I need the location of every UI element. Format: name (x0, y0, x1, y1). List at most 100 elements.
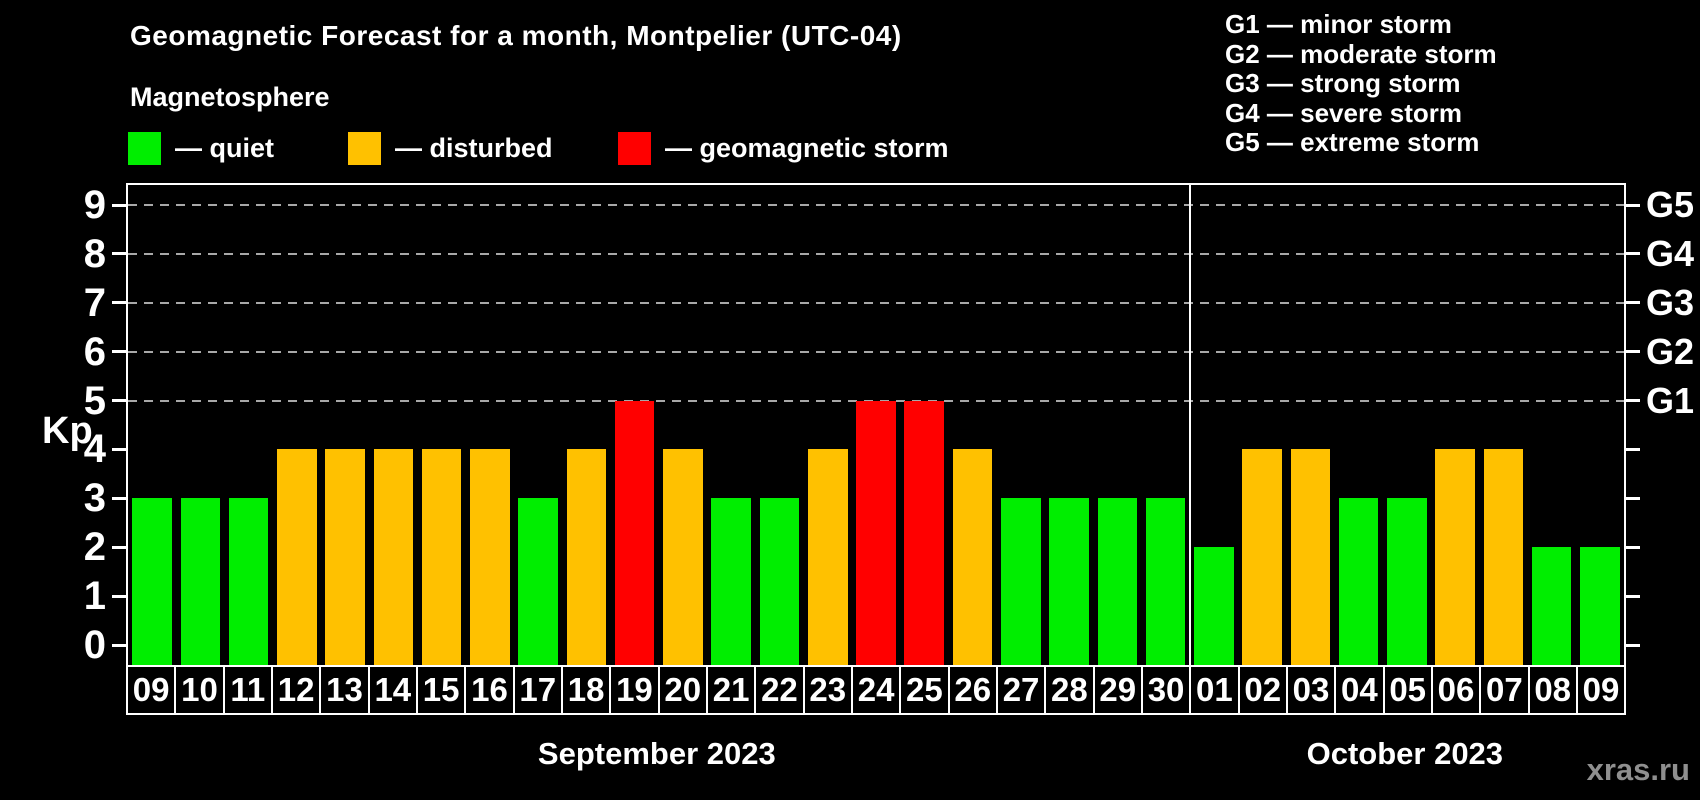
day-cell: 26 (947, 665, 998, 715)
day-cell: 10 (174, 665, 225, 715)
day-cell: 28 (1044, 665, 1095, 715)
day-cell: 11 (222, 665, 273, 715)
gridline-kp7 (128, 301, 1624, 304)
kp-bar-day-12 (277, 449, 317, 665)
legend-item-storm: — geomagnetic storm (618, 131, 949, 165)
g5-legend-line: G5 — extreme storm (1225, 127, 1480, 157)
day-cell: 23 (802, 665, 853, 715)
kp-bar-day-09 (132, 498, 172, 665)
day-cell: 13 (319, 665, 370, 715)
g2-legend-line: G2 — moderate storm (1225, 38, 1497, 69)
right-axis-tick (1626, 301, 1640, 305)
kp-bar-day-29 (1097, 498, 1138, 665)
right-axis-tick (1626, 545, 1640, 549)
day-cell: 20 (657, 665, 708, 715)
y-axis-tick (112, 350, 126, 354)
day-cell: 07 (1479, 665, 1530, 715)
kp-bar-day-11 (228, 498, 269, 665)
day-axis-row: 09 10 11 12 13 14 15 16 17 18 19 20 21 22 23 24 25 26 27 28… (126, 665, 1627, 715)
kp-bar-day-07 (1483, 449, 1524, 665)
kp-bar-day-01 (1194, 547, 1234, 665)
g-tick-label-g4: G4 (1646, 232, 1695, 274)
kp-bar-day-10 (180, 498, 221, 665)
kp-bar-day-04 (1338, 498, 1379, 665)
month-label-september: September 2023 (537, 736, 776, 771)
day-cell: 09 (126, 665, 177, 715)
y-tick-label: 8 (83, 231, 106, 276)
kp-bar-day-05 (1387, 498, 1427, 665)
plot-area: 0 1 2 3 4 5 6 7 8 9 G1 G2 G3 G4 G5 (84, 183, 1694, 667)
kp-bar-day-25 (904, 400, 945, 665)
kp-bar-day-08 (1531, 547, 1572, 665)
kp-bar-day-21 (711, 498, 751, 665)
g-tick-label-g5: G5 (1646, 184, 1695, 225)
y-tick-label: 2 (83, 525, 106, 570)
right-axis-tick (1626, 252, 1640, 256)
right-axis-tick (1626, 447, 1640, 451)
g4-legend-line: G4 — severe storm (1225, 97, 1463, 128)
y-axis-tick (112, 203, 126, 207)
kp-bar-day-30 (1145, 498, 1186, 665)
y-tick-label: 4 (83, 427, 106, 472)
right-axis-tick (1626, 643, 1640, 647)
day-cell: 05 (1382, 665, 1433, 715)
day-cell: 16 (464, 665, 515, 715)
kp-bar-day-09 (1580, 547, 1620, 665)
day-cell: 18 (560, 665, 612, 715)
day-cell: 01 (1189, 665, 1240, 715)
y-axis-title: Kp (42, 410, 93, 452)
g-tick-label-g2: G2 (1646, 330, 1695, 372)
month-separator-line (1188, 185, 1191, 665)
kp-bar-day-02 (1242, 449, 1282, 665)
legend-item-disturbed: — disturbed (348, 131, 553, 165)
y-axis-tick (112, 594, 126, 598)
day-cell: 17 (512, 665, 563, 715)
quiet-legend-label: — quiet (175, 132, 274, 163)
disturbed-legend-label: — disturbed (395, 132, 553, 163)
y-axis-tick (112, 399, 126, 403)
storm-color-swatch (618, 131, 651, 165)
right-axis-tick (1626, 594, 1640, 598)
y-tick-label: 1 (83, 574, 106, 619)
disturbed-color-swatch (348, 131, 381, 165)
gridline-kp9 (128, 204, 1624, 206)
y-tick-label: 3 (83, 476, 106, 521)
kp-bar-day-14 (373, 449, 414, 665)
g1-legend-line: G1 — minor storm (1225, 9, 1452, 39)
day-cell: 09 (1575, 665, 1627, 715)
legend-item-quiet: — quiet (128, 131, 274, 165)
kp-bar-day-13 (325, 449, 365, 665)
y-axis-tick (112, 545, 126, 549)
chart-title: Geomagnetic Forecast for a month, Montpe… (130, 20, 902, 51)
gridline-kp6 (128, 350, 1624, 353)
day-cell: 15 (415, 665, 467, 715)
gridline-kp8 (128, 252, 1624, 255)
right-axis-tick (1626, 203, 1640, 207)
kp-bar-day-23 (807, 449, 848, 665)
quiet-color-swatch (128, 131, 161, 165)
kp-bar-day-17 (518, 498, 558, 665)
kp-bar-day-20 (663, 449, 703, 665)
kp-bar-day-16 (470, 449, 510, 665)
y-tick-label: 7 (83, 280, 106, 325)
kp-bar-day-15 (421, 449, 462, 665)
day-cell: 03 (1285, 665, 1337, 715)
day-cell: 14 (367, 665, 418, 715)
y-axis-tick (112, 252, 126, 256)
month-label-october: October 2023 (1306, 736, 1504, 771)
day-cell: 30 (1140, 665, 1192, 715)
kp-bar-day-03 (1290, 449, 1331, 665)
day-cell: 02 (1237, 665, 1288, 715)
kp-bar-day-22 (759, 498, 800, 665)
y-axis-tick (112, 496, 126, 500)
right-axis-tick (1626, 496, 1640, 500)
watermark: xras.ru (1586, 752, 1690, 787)
day-cell: 24 (850, 665, 902, 715)
y-axis-tick (112, 643, 126, 647)
g3-legend-line: G3 — strong storm (1225, 68, 1461, 98)
magnetosphere-label: Magnetosphere (130, 82, 330, 112)
day-cell: 22 (754, 665, 805, 715)
y-axis-tick (112, 447, 126, 451)
g-scale-legend: G1 — minor storm G2 — moderate storm G3 … (1225, 9, 1497, 158)
g-tick-label-g3: G3 (1646, 281, 1695, 323)
